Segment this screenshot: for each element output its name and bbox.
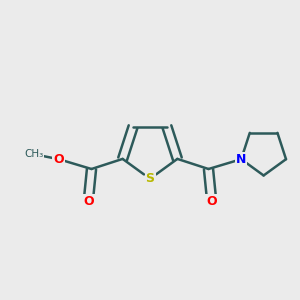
Text: CH₃: CH₃: [25, 149, 44, 159]
Text: O: O: [53, 153, 64, 166]
Text: O: O: [206, 195, 217, 208]
Text: N: N: [236, 153, 246, 166]
Text: O: O: [83, 195, 94, 208]
Text: S: S: [146, 172, 154, 185]
